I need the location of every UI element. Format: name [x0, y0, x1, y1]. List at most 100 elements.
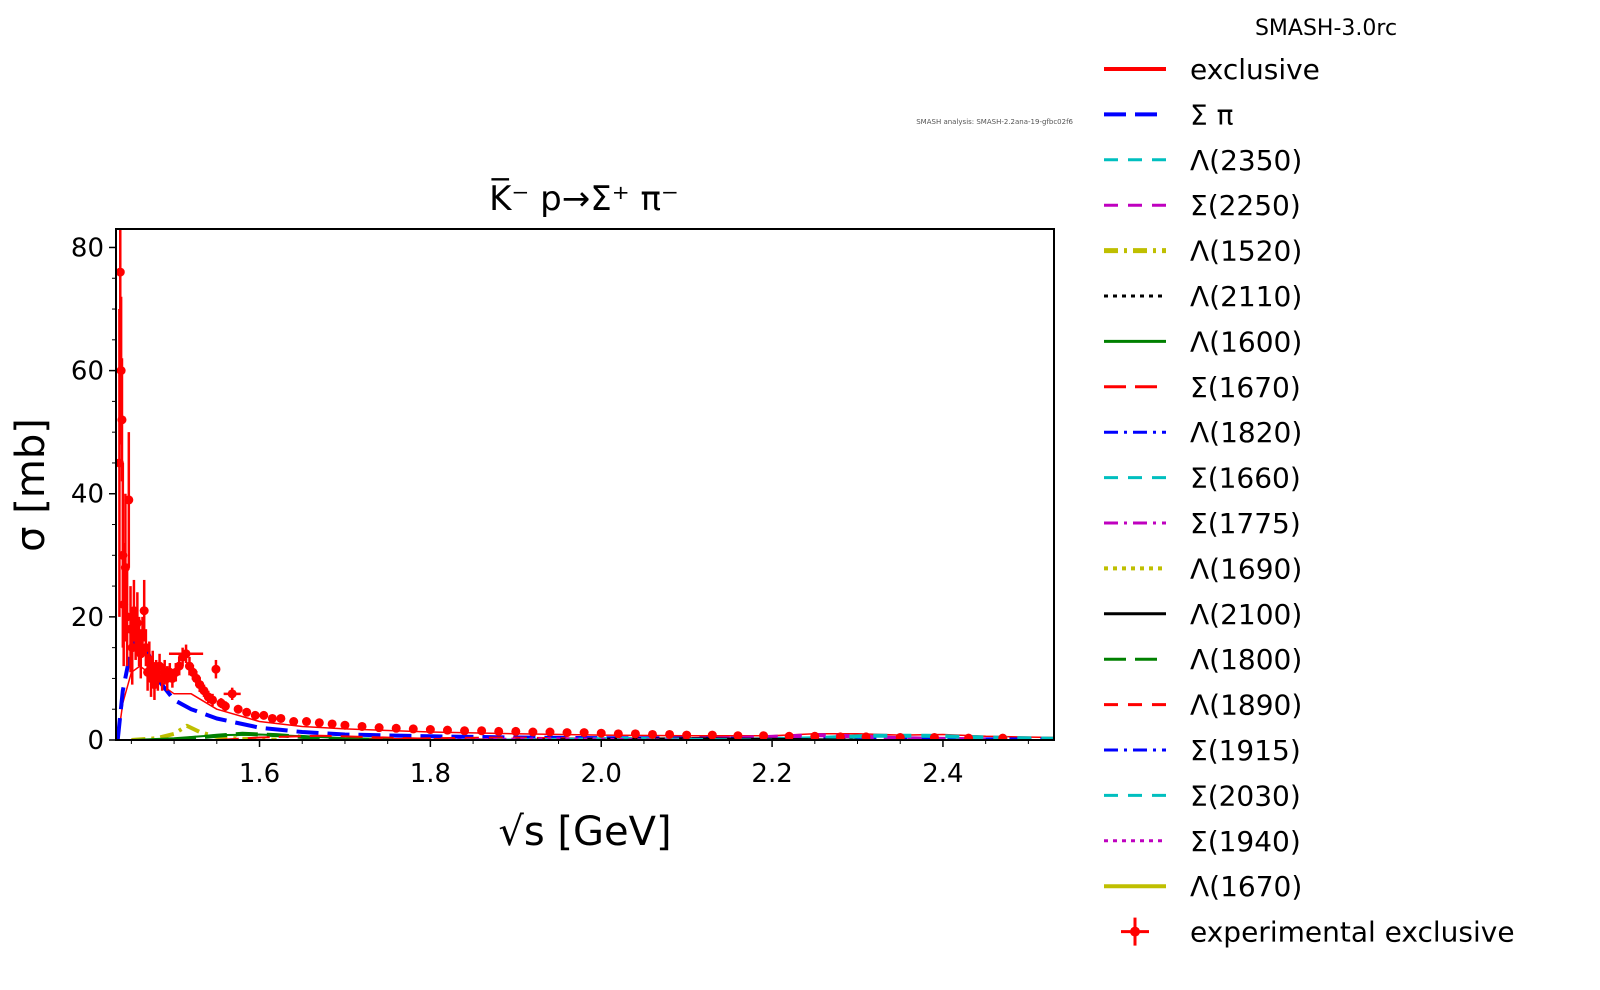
legend-label: Λ(1890): [1190, 689, 1302, 722]
exp-point: [579, 728, 589, 738]
legend-label: Σ(2030): [1190, 779, 1301, 812]
experimental-layer: [116, 229, 1008, 740]
exp-point: [630, 729, 640, 739]
plot-frame: [115, 228, 1055, 741]
exp-marker: [276, 713, 286, 723]
legend-entry-1660: Σ(1660): [1104, 462, 1301, 495]
exp-point: [391, 723, 401, 733]
exp-marker: [289, 717, 299, 727]
legend-label: experimental exclusive: [1190, 916, 1515, 949]
legend-entry-1915: Σ(1915): [1104, 734, 1301, 767]
y-tick-label: 0: [87, 726, 104, 756]
legend-label: Λ(1820): [1190, 416, 1302, 449]
y-axis-label: σ [mb]: [8, 418, 54, 552]
legend-label: Σ(1775): [1190, 507, 1301, 540]
exp-point: [211, 659, 221, 679]
exp-marker: [267, 713, 277, 723]
series-line-: [116, 633, 1054, 740]
exp-marker: [139, 606, 149, 616]
legend-label: Σ(1670): [1190, 371, 1301, 404]
legend-entry-1520: Λ(1520): [1104, 235, 1302, 268]
y-tick-label: 40: [71, 480, 104, 510]
exp-marker: [460, 726, 470, 736]
y-axis: 0 20 40 60 80: [71, 233, 116, 756]
exp-marker: [562, 728, 572, 738]
legend-entry-2100: Λ(2100): [1104, 598, 1302, 631]
x-tick-label: 2.4: [922, 759, 963, 789]
legend-label: Λ(1600): [1190, 325, 1302, 358]
exp-point: [964, 733, 974, 740]
exp-marker: [250, 710, 260, 720]
exp-marker: [442, 725, 452, 735]
analysis-annotation: SMASH analysis: SMASH-2.2ana-19-gfbc02f6: [916, 118, 1073, 126]
legend-entry-1775: Σ(1775): [1104, 507, 1301, 540]
exp-point: [250, 710, 260, 720]
exp-marker: [998, 733, 1008, 740]
exp-marker: [494, 726, 504, 736]
legend-label: Λ(2110): [1190, 280, 1302, 313]
x-tick-label: 2.0: [581, 759, 622, 789]
legend-entry-1940: Σ(1940): [1104, 825, 1301, 858]
exp-point: [861, 732, 871, 740]
exp-marker: [124, 495, 134, 505]
y-tick-label: 80: [71, 233, 104, 263]
exp-marker: [259, 710, 269, 720]
exp-marker: [233, 704, 243, 714]
exp-marker: [647, 729, 657, 739]
exp-point: [302, 717, 312, 727]
exp-point: [314, 718, 324, 728]
legend-entry-: Σ π: [1104, 98, 1234, 131]
exp-point: [460, 726, 470, 736]
exp-marker: [630, 729, 640, 739]
x-tick-label: 1.8: [410, 759, 451, 789]
legend-entry-1690: Λ(1690): [1104, 552, 1302, 585]
exp-marker: [929, 733, 939, 740]
exp-point: [340, 720, 350, 730]
exp-marker: [613, 729, 623, 739]
exp-point: [276, 713, 286, 723]
exp-point: [477, 726, 487, 736]
exp-point: [596, 728, 606, 738]
exp-marker: [665, 729, 675, 739]
exp-point: [242, 707, 252, 717]
x-tick-label: 2.2: [751, 759, 792, 789]
exp-marker: [733, 731, 743, 740]
exp-point: [562, 728, 572, 738]
exp-point: [998, 733, 1008, 740]
legend-entry-2110: Λ(2110): [1104, 280, 1302, 313]
exp-point: [835, 732, 845, 740]
exp-marker: [477, 726, 487, 736]
exp-marker: [810, 731, 820, 740]
exp-marker: [208, 695, 218, 705]
legend-label: Σ(1940): [1190, 825, 1301, 858]
exp-marker: [759, 731, 769, 740]
exp-marker: [579, 728, 589, 738]
exp-marker: [391, 723, 401, 733]
exp-marker: [861, 732, 871, 740]
exp-point: [233, 704, 243, 714]
exp-marker: [425, 725, 435, 735]
exp-point: [220, 701, 230, 712]
legend-entry-1890: Λ(1890): [1104, 689, 1302, 722]
exp-marker: [682, 730, 692, 740]
chart-title: K̅⁻ p→Σ⁺ π⁻: [489, 178, 679, 219]
exp-point: [528, 727, 538, 737]
exp-point: [289, 717, 299, 727]
exp-marker: [374, 723, 384, 733]
exp-point: [733, 731, 743, 740]
exp-marker: [545, 727, 555, 737]
exp-marker: [117, 415, 127, 425]
legend-entry-1820: Λ(1820): [1104, 416, 1302, 449]
exp-marker: [511, 726, 521, 736]
legend: SMASH-3.0rc exclusive Σ π Λ(2350) Σ(2250) Λ(…: [1104, 16, 1515, 949]
exp-marker: [327, 719, 337, 729]
exp-marker: [528, 727, 538, 737]
exp-point: [784, 731, 794, 740]
legend-label: Λ(2100): [1190, 598, 1302, 631]
exp-point: [665, 729, 675, 739]
legend-marker: [1130, 926, 1140, 937]
legend-label: Λ(1800): [1190, 643, 1302, 676]
exp-point: [613, 729, 623, 739]
legend-label: Λ(1690): [1190, 552, 1302, 585]
exp-marker: [340, 720, 350, 730]
